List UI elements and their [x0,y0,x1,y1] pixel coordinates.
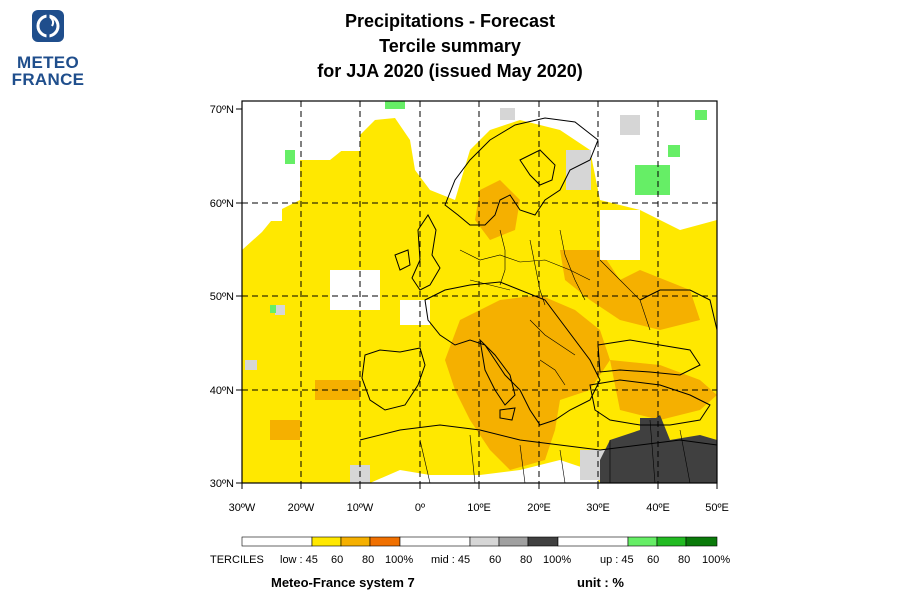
legend-low-tick-80: 80 [362,554,374,566]
legend-swatch-up-60 [656,536,687,547]
meteo-france-logo: METEO FRANCE [6,8,90,92]
graticule [242,101,717,483]
lat-label-60n: 60ºN [210,198,234,210]
legend-up-tick-60: 60 [647,554,659,566]
title-line3: for JJA 2020 (issued May 2020) [317,61,583,81]
logo-text-line2: FRANCE [11,70,85,89]
axis-ticks [236,108,718,489]
legend-low-label: low : 45 [280,554,318,566]
lat-label-30n: 30ºN [210,478,234,490]
no-signal-gaps [242,101,717,325]
tercile-legend-bar [241,536,718,547]
legend-swatch-up-80 [685,536,718,547]
lon-label-0: 0º [415,502,425,514]
legend-swatch-none-low [241,536,313,547]
lon-label-10w: 10ºW [347,502,374,514]
legend-swatch-mid-45 [469,536,500,547]
legend-mid-label: mid : 45 [431,554,470,566]
map-area [242,101,717,483]
legend-up-tick-100: 100% [702,554,730,566]
legend-swatch-none-mid [399,536,471,547]
legend-up-tick-80: 80 [678,554,690,566]
title-line1: Precipitations - Forecast [344,11,556,31]
legend-swatch-low-60 [340,536,371,547]
legend-swatch-low-80 [369,536,401,547]
logo-text-line1: METEO [17,53,79,72]
legend-swatch-up-45 [627,536,658,547]
lat-label-40n: 40ºN [210,385,234,397]
legend-mid-tick-100: 100% [543,554,571,566]
lon-label-50e: 50ºE [705,502,729,514]
footer-system: Meteo-France system 7 [271,575,415,590]
legend-swatch-mid-80 [527,536,559,547]
lon-label-20e: 20ºE [527,502,551,514]
country-borders [419,229,691,483]
legend-up-label: up : 45 [600,554,634,566]
coastlines [359,117,717,451]
legend-swatch-none-up [557,536,629,547]
legend-low-tick-60: 60 [331,554,343,566]
lat-label-70n: 70ºN [210,104,234,116]
legend-swatch-low-45 [311,536,342,547]
lon-label-30e: 30ºE [586,502,610,514]
lon-label-10e: 10ºE [467,502,491,514]
lon-label-20w: 20ºW [288,502,315,514]
mid-80-region [600,415,717,483]
legend-mid-tick-60: 60 [489,554,501,566]
legend-terciles-label: TERCILES [210,554,264,566]
lon-label-40e: 40ºE [646,502,670,514]
up-45-region [270,101,707,313]
lat-label-50n: 50ºN [210,291,234,303]
logo-emblem-icon [32,10,64,42]
title-line2: Tercile summary [379,36,521,56]
legend-low-tick-100: 100% [385,554,413,566]
lon-label-30w: 30ºW [229,502,256,514]
legend-swatch-mid-60 [498,536,529,547]
legend-mid-tick-80: 80 [520,554,532,566]
footer-unit: unit : % [577,575,624,590]
